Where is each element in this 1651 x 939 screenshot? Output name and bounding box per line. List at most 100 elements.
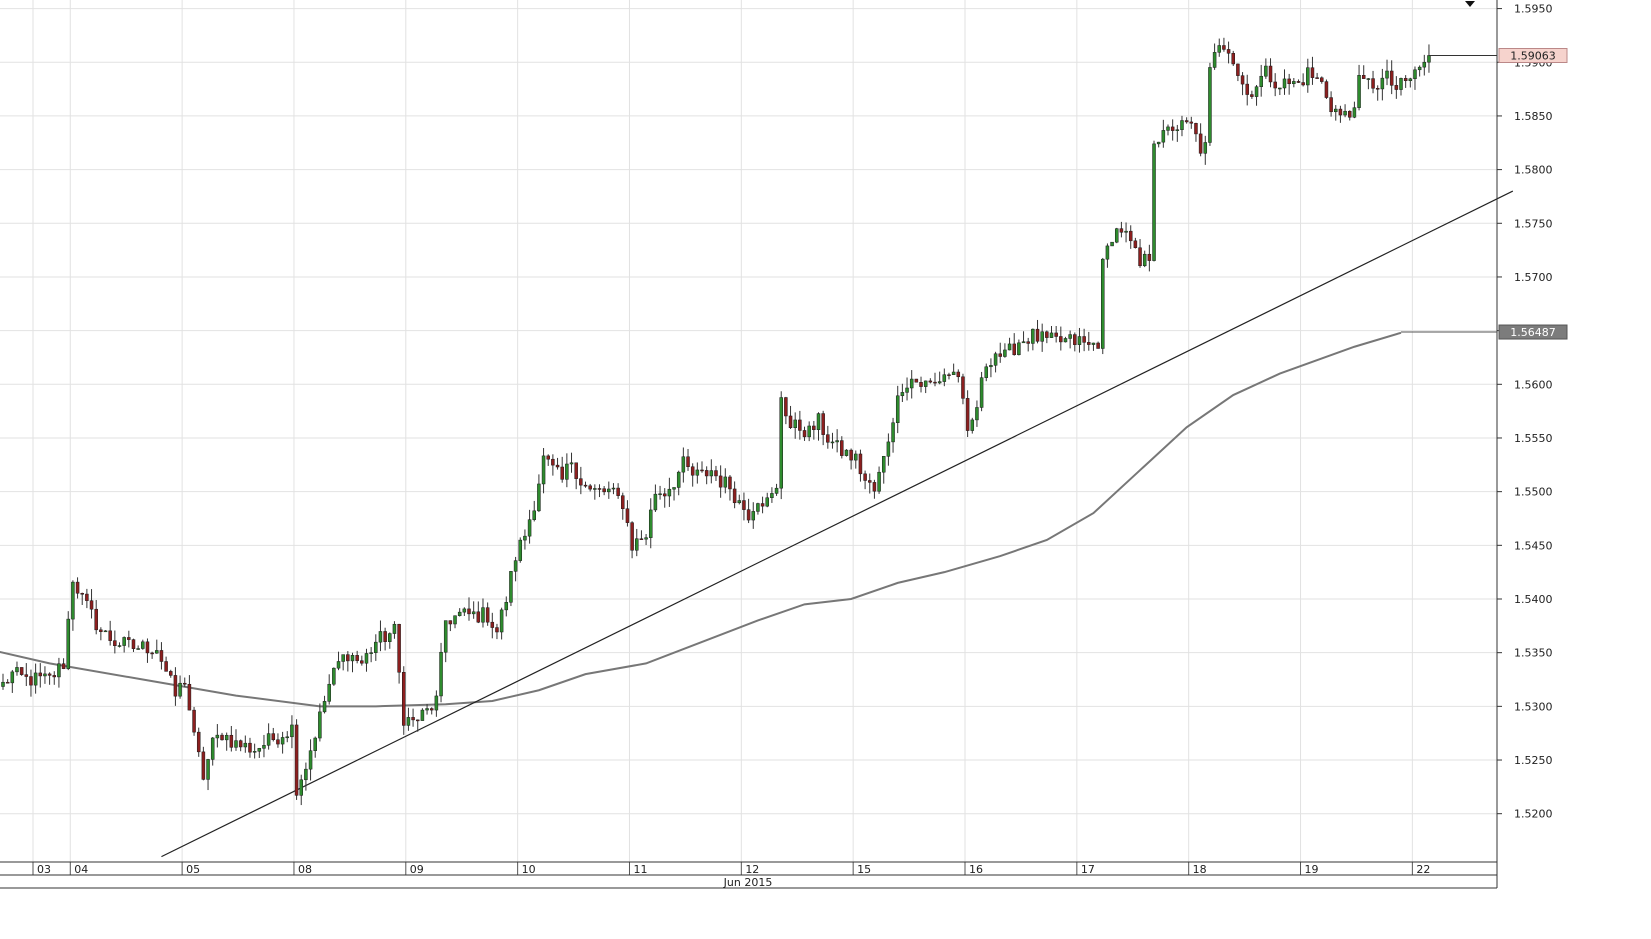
- candle-body: [481, 607, 485, 623]
- candle-body: [388, 633, 392, 642]
- candle-body: [989, 365, 993, 368]
- candle-body: [975, 407, 979, 421]
- candle-body: [99, 629, 103, 632]
- candle-body: [85, 593, 89, 601]
- candle-body: [793, 419, 797, 428]
- candle-body: [877, 471, 881, 492]
- candle-body: [434, 695, 439, 711]
- candle-body: [1068, 334, 1072, 339]
- candle-body: [1408, 78, 1413, 81]
- candle-body: [336, 661, 341, 669]
- candle-body: [1352, 107, 1357, 118]
- candle-body: [541, 455, 546, 485]
- candle-body: [951, 371, 956, 375]
- candle-body: [1375, 88, 1380, 90]
- candle-body: [644, 537, 648, 540]
- candle-body: [1119, 228, 1124, 233]
- candle-body: [1156, 141, 1161, 145]
- candle-body: [66, 618, 70, 669]
- candle-body: [569, 462, 574, 465]
- candle-body: [607, 488, 611, 493]
- candle-body: [537, 483, 541, 512]
- candle-body: [299, 779, 303, 796]
- x-tick-label: 17: [1081, 863, 1095, 876]
- candle-body: [234, 740, 238, 748]
- candle-body: [285, 736, 290, 739]
- candle-body: [1031, 328, 1035, 344]
- candle-body: [868, 480, 872, 483]
- candle-body: [1, 681, 5, 687]
- candle-body: [681, 456, 686, 473]
- candle-body: [1301, 82, 1305, 86]
- candle-body: [998, 353, 1002, 357]
- candle-body: [970, 419, 975, 431]
- y-tick-label: 1.5300: [1514, 700, 1553, 713]
- candle-body: [43, 673, 47, 677]
- candle-body: [863, 473, 867, 481]
- candle-body: [933, 381, 937, 384]
- candle-body: [1203, 142, 1208, 154]
- candle-body: [835, 440, 839, 443]
- candle-body: [1212, 52, 1217, 68]
- candle-body: [276, 739, 280, 745]
- candle-body: [1315, 77, 1319, 79]
- candle-body: [145, 641, 150, 654]
- candle-body: [840, 440, 844, 456]
- candle-body: [1417, 66, 1422, 71]
- candle-body: [658, 493, 662, 496]
- candle-body: [672, 487, 676, 490]
- candle-body: [150, 652, 154, 655]
- candle-body: [374, 641, 378, 653]
- candle-body: [551, 458, 555, 466]
- candle-body: [1096, 342, 1100, 349]
- candle-body: [509, 571, 513, 603]
- candle-body: [420, 709, 425, 721]
- candle-body: [425, 708, 429, 711]
- top-marker: [1465, 1, 1475, 7]
- candle-body: [397, 623, 401, 673]
- y-tick-label: 1.5200: [1514, 808, 1553, 821]
- candle-body: [765, 497, 769, 507]
- candle-body: [271, 733, 276, 740]
- candle-body: [523, 535, 527, 541]
- candle-body: [881, 456, 886, 473]
- candle-body: [732, 488, 737, 504]
- candle-body: [1222, 45, 1226, 50]
- candle-body: [24, 674, 29, 677]
- candle-body: [1343, 110, 1347, 116]
- candle-body: [155, 650, 159, 654]
- candle-body: [1385, 70, 1389, 79]
- candle-body: [243, 742, 248, 748]
- candle-body: [429, 708, 434, 711]
- candle-body: [131, 639, 136, 649]
- candle-body: [332, 667, 336, 685]
- candle-body: [532, 510, 536, 520]
- candle-body: [355, 655, 359, 661]
- candle-body: [574, 462, 578, 479]
- candle-body: [1422, 61, 1427, 68]
- candle-body: [341, 654, 345, 662]
- candle-body: [346, 654, 350, 662]
- x-tick-label: 10: [522, 863, 536, 876]
- y-tick-label: 1.5450: [1514, 539, 1553, 552]
- candle-body: [1124, 230, 1128, 233]
- candle-body: [322, 701, 327, 713]
- candle-body: [136, 648, 140, 650]
- candle-body: [905, 387, 909, 393]
- x-tick-label: 03: [37, 863, 51, 876]
- candle-body: [504, 602, 509, 611]
- candle-body: [229, 734, 234, 748]
- y-tick-label: 1.5250: [1514, 754, 1553, 767]
- moving-average-layer: [0, 331, 1402, 708]
- candle-body: [61, 663, 66, 669]
- candle-body: [1003, 349, 1007, 357]
- candle-body: [313, 737, 317, 751]
- x-tick-label: 19: [1305, 863, 1319, 876]
- candle-body: [103, 630, 108, 633]
- y-tick-label: 1.5750: [1514, 217, 1553, 230]
- candle-body: [71, 581, 75, 620]
- x-tick-label: 04: [74, 863, 88, 876]
- candle-body: [704, 470, 709, 477]
- candle-body: [117, 645, 122, 647]
- candle-body: [583, 484, 588, 487]
